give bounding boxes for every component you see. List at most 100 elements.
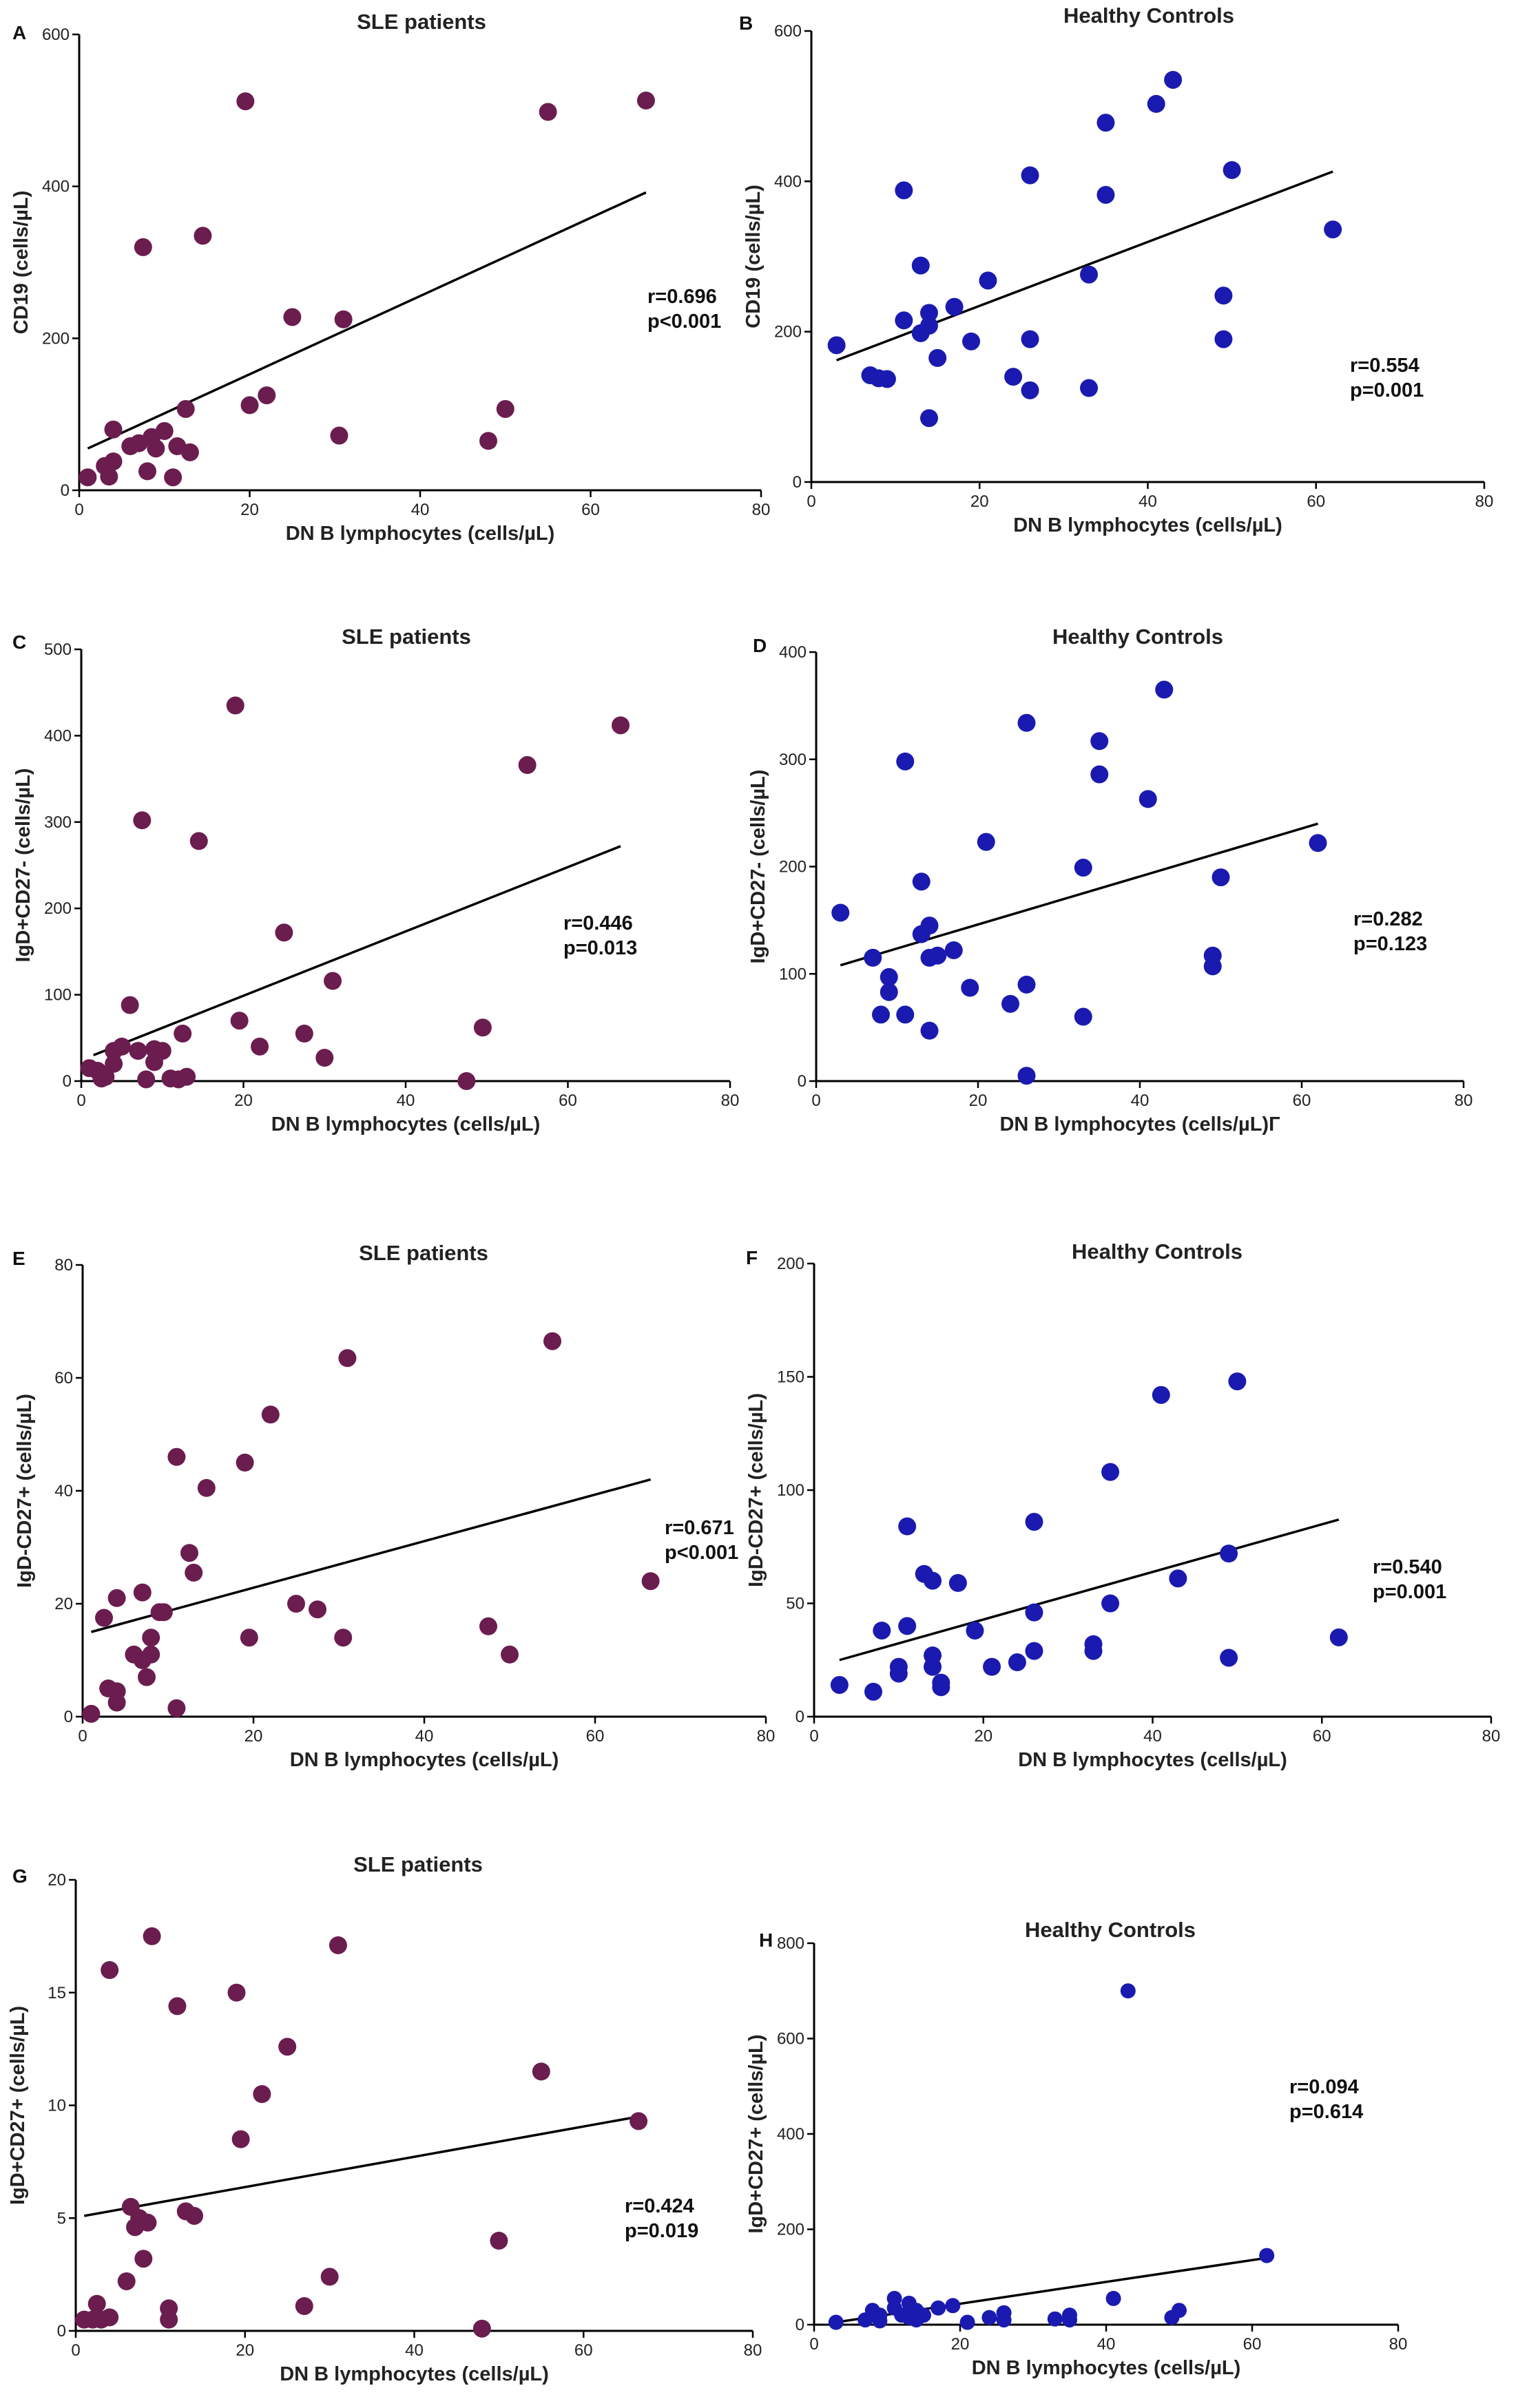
data-point [895, 181, 913, 200]
y-tick-label: 0 [63, 1072, 72, 1091]
correlation-stat: p=0.001 [1373, 1581, 1446, 1603]
data-point [920, 1021, 939, 1040]
data-point [1138, 790, 1157, 808]
data-point [107, 1682, 126, 1701]
chart-title: SLE patients [359, 1241, 488, 1265]
data-point [930, 2300, 946, 2316]
data-point [864, 948, 882, 967]
correlation-stat: r=0.424 [625, 2195, 694, 2217]
x-axis-label: DN B lymphocytes (cells/µL) [280, 2363, 549, 2385]
data-point [1259, 2248, 1275, 2263]
data-point [880, 967, 898, 986]
y-tick-label: 80 [54, 1256, 73, 1275]
data-point [1096, 185, 1115, 204]
x-tick-label: 0 [74, 501, 83, 519]
data-point [1164, 70, 1183, 89]
data-point [236, 92, 255, 111]
data-point [101, 2308, 119, 2327]
x-axis-label: DN B lymphocytes (cells/µL) [1018, 1749, 1287, 1771]
panel-label: G [12, 1865, 28, 1887]
data-point [1017, 713, 1036, 732]
x-tick-label: 20 [240, 501, 259, 519]
data-point [79, 468, 97, 487]
data-point [82, 1704, 101, 1723]
x-tick-label: 0 [71, 2341, 80, 2360]
data-point [630, 2112, 648, 2130]
y-tick-label: 300 [779, 751, 807, 769]
y-tick-label: 300 [44, 813, 72, 832]
data-point [133, 1583, 152, 1602]
data-point [919, 304, 938, 322]
correlation-stat: p=0.614 [1289, 2101, 1363, 2123]
data-point [95, 1609, 113, 1627]
y-tick-label: 600 [777, 2030, 804, 2049]
data-point [945, 297, 964, 316]
data-point [338, 1349, 357, 1368]
y-tick-label: 500 [44, 640, 72, 659]
correlation-stat: r=0.094 [1289, 2076, 1359, 2098]
data-point [1096, 114, 1115, 132]
data-point [185, 1563, 203, 1582]
regression-line [840, 822, 1318, 967]
y-tick-label: 40 [54, 1482, 73, 1500]
data-point [543, 1332, 561, 1350]
data-point [636, 91, 655, 109]
y-tick-label: 600 [774, 22, 802, 41]
data-point [919, 409, 938, 428]
data-point [1223, 160, 1241, 179]
data-point [457, 1072, 476, 1090]
y-tick-label: 60 [54, 1369, 73, 1388]
data-point [275, 923, 293, 942]
data-point [1212, 868, 1230, 887]
x-tick-label: 80 [752, 501, 771, 519]
x-tick-label: 40 [411, 501, 430, 519]
data-point [479, 1617, 497, 1635]
data-point [309, 1600, 326, 1619]
data-point [490, 2232, 508, 2250]
data-point [872, 1005, 890, 1024]
data-point [948, 1573, 967, 1592]
data-point [877, 370, 896, 388]
y-tick-label: 5 [57, 2209, 66, 2228]
data-point [236, 1454, 254, 1472]
data-point [334, 1629, 353, 1647]
x-axis-label: DN B lymphocytes (cells/µL) [1013, 514, 1282, 536]
correlation-stat: r=0.446 [563, 912, 633, 934]
regression-line [839, 1518, 1340, 1662]
data-point [1062, 2312, 1077, 2328]
data-point [920, 917, 939, 935]
data-point [334, 310, 353, 328]
data-point [827, 336, 846, 355]
data-point [1329, 1628, 1348, 1646]
chart-title: Healthy Controls [1063, 3, 1234, 28]
data-point [1120, 1983, 1136, 1999]
data-point [138, 2213, 157, 2232]
data-point [117, 2272, 136, 2290]
regression-line [836, 170, 1333, 362]
data-point [167, 1699, 186, 1717]
regression-line [93, 845, 621, 1057]
y-tick-label: 50 [786, 1595, 804, 1613]
y-tick-label: 400 [777, 2125, 804, 2144]
regression-line [87, 191, 647, 450]
x-axis-label: DN B lymphocytes (cells/µL) [972, 2357, 1241, 2379]
data-point [1090, 732, 1109, 751]
data-point [197, 1478, 216, 1497]
data-point [240, 1629, 258, 1647]
data-point [1080, 265, 1099, 284]
x-tick-label: 80 [1482, 1727, 1501, 1746]
y-tick-label: 600 [42, 25, 70, 44]
x-axis-label: DN B lymphocytes (cells/µL) [286, 523, 555, 545]
x-tick-label: 40 [397, 1091, 415, 1110]
data-point [864, 1682, 883, 1701]
data-point [1105, 2290, 1121, 2306]
data-point [831, 903, 850, 922]
y-tick-label: 15 [48, 1984, 66, 2002]
data-point [1021, 330, 1039, 348]
data-point [1203, 957, 1222, 976]
data-point [496, 399, 514, 418]
y-tick-label: 20 [48, 1871, 66, 1889]
data-point [479, 432, 497, 450]
x-tick-label: 40 [1138, 492, 1157, 511]
correlation-stat: p=0.123 [1353, 933, 1427, 955]
